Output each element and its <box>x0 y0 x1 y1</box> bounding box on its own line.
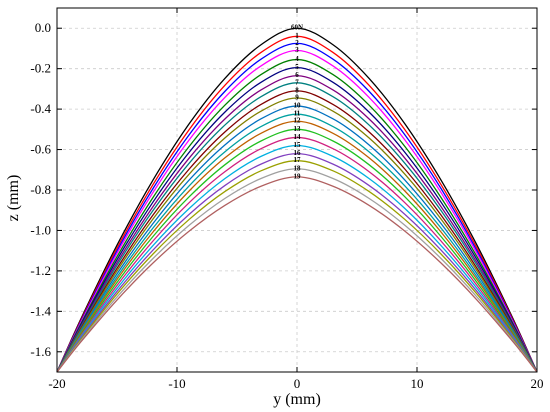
curve-label-6: 6 <box>295 71 299 79</box>
curve-13 <box>56 128 538 373</box>
y-tick-label: -1.2 <box>30 263 51 278</box>
curve-label-9: 9 <box>295 93 299 101</box>
y-tick-label: -1.6 <box>30 344 51 359</box>
curve-label-4: 4 <box>295 55 299 63</box>
y-tick-label: -1.0 <box>30 222 51 237</box>
curve-2 <box>56 42 538 373</box>
curve-label-1: 1 <box>295 32 299 40</box>
curve-label-11: 11 <box>294 110 301 118</box>
curve-label-16: 16 <box>294 149 302 157</box>
curve-label-60N: 60N <box>291 24 303 32</box>
curve-11 <box>56 113 538 373</box>
y-axis-label: z (mm) <box>5 175 22 222</box>
curve-label-19: 19 <box>294 172 302 180</box>
curve-label-5: 5 <box>295 63 299 71</box>
curve-17 <box>56 160 538 373</box>
curve-12 <box>56 120 538 373</box>
curve-18 <box>56 168 538 373</box>
curve-label-13: 13 <box>294 125 302 133</box>
curve-label-18: 18 <box>294 164 302 172</box>
curve-label-17: 17 <box>294 156 302 164</box>
curve-16 <box>56 152 538 373</box>
curve-7 <box>56 82 538 373</box>
curve-3 <box>56 49 538 373</box>
curve-6 <box>56 75 538 373</box>
x-tick-label: -20 <box>48 376 65 391</box>
curve-60N <box>56 27 538 373</box>
x-tick-label: 10 <box>411 376 424 391</box>
y-tick-label: -0.6 <box>30 142 51 157</box>
curve-label-2: 2 <box>295 39 299 47</box>
curve-4 <box>56 58 538 373</box>
curve-9 <box>56 97 538 373</box>
x-tick-label: -10 <box>168 376 185 391</box>
curve-15 <box>56 144 538 373</box>
y-tick-label: -0.4 <box>30 101 51 116</box>
curve-label-3: 3 <box>295 46 299 54</box>
curve-label-8: 8 <box>295 86 299 94</box>
x-tick-label: 20 <box>531 376 544 391</box>
curve-label-10: 10 <box>294 102 302 110</box>
x-axis-label: y (mm) <box>273 391 321 408</box>
curve-8 <box>56 90 538 373</box>
x-axis-ticks: -20 -10 0 10 20 <box>48 8 544 391</box>
y-tick-label: 0.0 <box>35 20 51 35</box>
y-tick-label: -0.2 <box>30 61 51 76</box>
curve-19 <box>56 176 538 373</box>
curve-1 <box>56 35 538 373</box>
curve-14 <box>56 136 538 373</box>
curve-10 <box>56 105 538 373</box>
y-axis-ticks: 0.0 -0.2 -0.4 -0.6 -0.8 -1.0 -1.2 -1.4 -1.6 <box>30 20 537 359</box>
curve-label-12: 12 <box>294 117 302 125</box>
curves-group <box>56 27 538 373</box>
curve-5 <box>56 67 538 373</box>
curve-label-14: 14 <box>294 133 302 141</box>
y-tick-label: -0.8 <box>30 182 51 197</box>
curve-label-7: 7 <box>295 78 299 86</box>
y-tick-label: -1.4 <box>30 303 51 318</box>
curve-label-15: 15 <box>294 141 302 149</box>
x-tick-label: 0 <box>294 376 301 391</box>
